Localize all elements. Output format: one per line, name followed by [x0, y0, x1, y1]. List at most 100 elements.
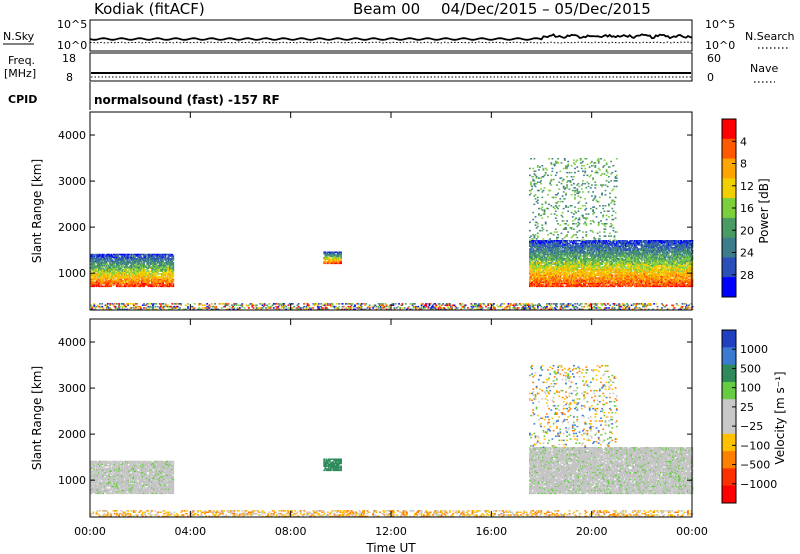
power-range-cell	[136, 264, 139, 267]
power-range-cell	[120, 264, 123, 267]
power-range-cell	[95, 264, 98, 267]
power-range-cell	[335, 262, 338, 265]
power-range-cell	[130, 275, 133, 278]
power-range-cell	[165, 278, 168, 281]
power-range-cell	[137, 269, 140, 271]
power-range-cell	[454, 305, 457, 308]
power-range-cell	[340, 259, 342, 262]
power-range-cell	[123, 266, 126, 268]
power-range-cell	[127, 304, 129, 306]
power-range-cell	[113, 262, 116, 264]
power-range-cell	[109, 278, 111, 281]
power-range-cell	[102, 273, 105, 275]
power-range-cell	[155, 264, 158, 267]
power-range-cell	[401, 304, 404, 306]
power-range-cell	[101, 259, 104, 261]
power-range-cell	[169, 285, 171, 288]
power-range-cell	[125, 263, 127, 265]
power-range-cell	[172, 270, 175, 272]
power-range-cell	[172, 274, 175, 276]
power-range-cell	[129, 307, 132, 309]
power-range-cell	[127, 263, 129, 265]
power-range-cell	[611, 305, 614, 308]
power-range-cell	[141, 277, 144, 279]
power-range-cell	[97, 273, 100, 275]
power-range-cell	[125, 273, 127, 275]
power-range-cell	[151, 274, 153, 276]
power-range-cell	[143, 267, 145, 270]
power-range-cell	[384, 303, 387, 305]
power-range-cell	[100, 281, 102, 283]
power-range-cell	[152, 308, 154, 311]
power-range-cell	[157, 262, 160, 264]
power-range-cell	[95, 258, 98, 260]
power-range-cell	[323, 303, 326, 305]
power-range-cell	[114, 271, 117, 274]
power-range-cell	[125, 282, 127, 285]
power-range-cell	[166, 269, 169, 271]
power-range-cell	[275, 303, 277, 305]
power-range-cell	[412, 303, 415, 305]
power-range-cell	[506, 305, 509, 308]
power-range-cell	[349, 308, 352, 311]
power-range-cell	[532, 305, 535, 308]
power-range-cell	[381, 304, 383, 306]
power-range-cell	[537, 307, 539, 309]
power-range-cell	[131, 303, 134, 305]
power-range-cell	[383, 305, 386, 308]
power-range-cell	[161, 256, 163, 259]
power-range-cell	[429, 303, 432, 305]
power-range-cell	[479, 307, 482, 309]
power-range-cell	[148, 282, 151, 285]
power-range-cell	[593, 305, 596, 308]
power-range-cell	[254, 308, 257, 311]
power-range-cell	[127, 267, 129, 270]
power-range-cell	[266, 308, 268, 311]
power-range-cell	[377, 303, 380, 305]
power-range-cell	[170, 263, 172, 265]
power-range-cell	[557, 255, 559, 257]
power-range-cell	[114, 256, 117, 259]
power-range-cell	[576, 255, 579, 257]
power-range-cell	[94, 307, 97, 309]
power-range-cell	[147, 255, 150, 257]
power-range-cell	[143, 264, 145, 267]
power-range-cell	[112, 267, 115, 270]
power-range-cell	[127, 280, 129, 282]
power-range-cell	[134, 266, 136, 268]
power-range-cell	[167, 259, 170, 261]
power-range-cell	[120, 271, 123, 274]
power-range-cell	[158, 266, 161, 268]
power-range-cell	[138, 269, 141, 271]
power-range-cell	[118, 267, 120, 270]
power-range-cell	[260, 307, 263, 309]
power-range-cell	[162, 253, 164, 256]
power-range-cell	[102, 281, 105, 283]
power-range-cell	[328, 255, 331, 258]
power-range-cell	[101, 280, 104, 282]
power-range-cell	[105, 285, 108, 288]
power-range-cell	[200, 308, 203, 311]
power-range-cell	[204, 304, 206, 306]
power-range-cell	[117, 267, 119, 270]
power-range-cell	[104, 278, 107, 281]
power-range-cell	[566, 240, 568, 242]
power-range-cell	[201, 307, 204, 309]
power-range-cell	[92, 281, 95, 283]
power-range-cell	[90, 274, 92, 276]
power-range-cell	[138, 280, 141, 282]
power-range-cell	[617, 251, 619, 253]
power-range-cell	[323, 304, 326, 306]
power-range-cell	[347, 305, 350, 308]
power-range-cell	[152, 266, 154, 268]
power-range-cell	[379, 303, 381, 305]
power-range-cell	[136, 270, 139, 272]
power-range-cell	[95, 267, 98, 270]
power-range-cell	[112, 273, 115, 275]
power-range-cell	[316, 304, 319, 306]
power-range-cell	[164, 259, 167, 261]
power-range-cell	[111, 280, 114, 282]
power-range-cell	[154, 303, 157, 305]
power-range-cell	[128, 256, 131, 259]
power-range-cell	[545, 282, 548, 285]
